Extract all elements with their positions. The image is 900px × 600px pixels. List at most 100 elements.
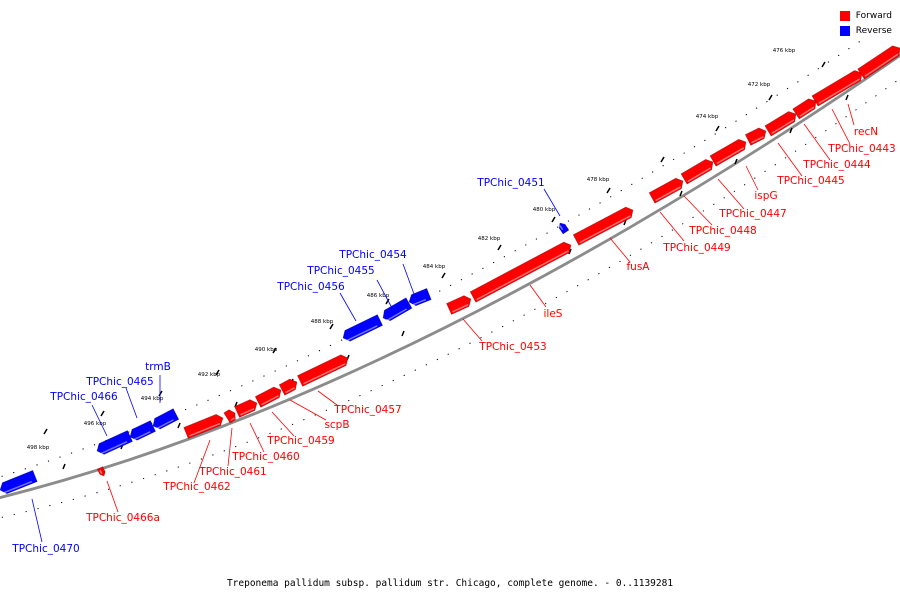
gene-arrow-fusA [572,206,634,246]
leader-TPChic_0465 [125,387,138,419]
gene-label-TPChic_0465: TPChic_0465 [85,376,153,388]
scale-tick [215,369,220,376]
outer-scale-dots [0,37,866,478]
scale-label: 486 kbp [367,293,390,299]
gene-TPChic_0456 [342,314,384,342]
legend-forward-label: Forward [855,10,892,21]
leader-TPChic_0451 [543,188,561,217]
gene-shine-TPChic_0454 [412,298,427,306]
gene-label-TPChic_0461: TPChic_0461 [198,466,266,478]
gene-shine-TPChic_0455 [386,308,408,322]
gene-arrow-TPChic_0461 [223,409,236,424]
gene-label-recN: recN [854,126,878,138]
gene-features [0,45,900,495]
gene-arrow-recN [811,70,863,107]
gene-label-TPChic_0466a: TPChic_0466a [85,512,160,524]
scale-label: 472 kbp [748,82,771,88]
gene-ileS [469,241,572,303]
scale-tick [329,323,334,330]
inner-scale-dots [0,77,900,519]
gene-TPChic_0465 [129,420,156,441]
gene-TPChic_0453 [446,295,472,315]
leader-ispG [745,165,759,191]
scale-tick [497,244,502,251]
gene-arrow-TPChic_0453 [446,295,472,315]
scale-label: 480 kbp [533,207,556,213]
gene-label-TPChic_0451: TPChic_0451 [476,177,544,189]
gene-TPChic_0466a [96,466,106,477]
scale-tick [272,347,277,354]
gene-arrow-TPChic_0462 [183,413,224,439]
gene-ispG [744,127,767,146]
scale-tick [551,216,556,223]
gene-TPChic_0444 [792,98,817,120]
gene-shine-scpB [285,387,295,394]
gene-labels: recN TPChic_0443 TPChic_0444 TPChic_0445isp… [11,103,896,555]
gene-TPChic_0451 [558,222,570,235]
gene-arrow-TPChic_0443 [857,45,900,80]
gene-shine-ispG [751,136,764,144]
inner-tick [845,94,849,101]
scale-label: 492 kbp [198,372,221,378]
gene-TPChic_0470 [0,470,38,495]
leader-TPChic_0462 [193,439,211,484]
gene-arrow-trmB [152,408,180,430]
inner-tick [568,248,572,255]
scale-label: 488 kbp [311,319,334,325]
gene-TPChic_0461 [223,409,236,424]
gene-arrow-TPChic_0460 [234,399,258,418]
gene-shine-TPChic_0444 [799,106,815,117]
gene-shine-trmB [156,419,174,430]
leader-TPChic_0466 [91,404,108,437]
legend: Forward Reverse [839,8,892,38]
leader-TPChic_0445 [777,142,803,177]
reverse-swatch [839,25,850,36]
scale-label: 490 kbp [255,347,278,353]
gene-shine-TPChic_0447 [716,147,745,165]
leader-scpB [289,399,327,421]
gene-arrow-scpB [278,378,298,396]
gene-TPChic_0445 [764,111,797,137]
scale-tick [606,187,611,194]
scale-label: 476 kbp [773,48,796,54]
gene-arrow-TPChic_0444 [792,98,817,120]
leader-TPChic_0449 [659,211,685,242]
scale-ticks: 476 kbp 474 kbp 472 kbp 478 kbp 480 kbp 482 k… [0,37,900,519]
gene-label-TPChic_0455: TPChic_0455 [306,265,374,277]
gene-label-TPChic_0447: TPChic_0447 [718,208,786,220]
leader-TPChic_0455 [376,279,393,309]
gene-label-TPChic_0453: TPChic_0453 [478,341,546,353]
scale-tick [158,390,163,397]
gene-label-ispG: ispG [754,190,777,202]
gene-shine-TPChic_0466 [100,441,128,455]
leader-TPChic_0461 [227,427,233,467]
gene-TPChic_0455 [382,297,413,322]
scale-tick [43,428,48,435]
scale-tick [441,272,446,279]
gene-label-TPChic_0457: TPChic_0457 [333,404,401,416]
gene-TPChic_0449 [648,177,684,204]
gene-label-TPChic_0466: TPChic_0466 [49,391,118,403]
leader-ileS [529,284,547,308]
gene-arrow-ispG [744,127,767,146]
backbone-highlight [0,52,900,496]
gene-shine-TPChic_0462 [189,422,221,437]
gene-label-TPChic_0454: TPChic_0454 [338,249,407,261]
leader-TPChic_0447 [717,178,745,210]
gene-shine-TPChic_0449 [655,186,681,202]
gene-shine-TPChic_0470 [3,480,33,494]
scale-tick [385,298,390,305]
leader-recN [847,103,855,126]
scale-tick [100,410,105,417]
gene-shine-TPChic_0451 [559,225,564,231]
gene-arrow-TPChic_0445 [764,111,797,137]
gene-shine-TPChic_0453 [452,304,469,313]
inner-tick [401,330,405,337]
leader-TPChic_0444 [803,123,831,161]
leader-TPChic_0448 [683,195,713,226]
gene-label-TPChic_0456: TPChic_0456 [276,281,345,293]
gene-label-ileS: ileS [544,308,563,320]
leader-TPChic_0456 [339,292,357,322]
gene-arrow-TPChic_0454 [408,288,432,307]
